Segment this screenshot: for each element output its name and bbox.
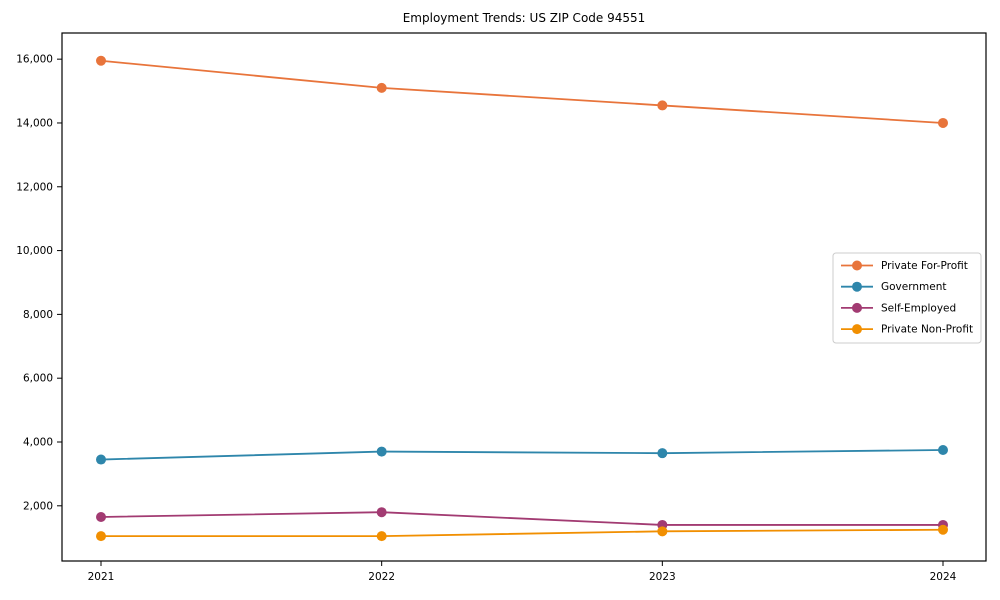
series-private-non-profit <box>96 524 948 542</box>
legend-item: Self-Employed <box>841 302 956 314</box>
plot-area: 2,000 4,000 6,000 8,000 10,000 12,000 14,000 16… <box>16 32 987 583</box>
x-tick-label: 2024 <box>930 571 957 583</box>
legend-item: Private Non-Profit <box>841 324 973 336</box>
data-point-marker <box>376 507 387 518</box>
series-private-for-profit <box>96 55 948 128</box>
legend-label: Self-Employed <box>881 302 956 314</box>
data-point-marker <box>96 511 106 522</box>
chart-title: Employment Trends: US ZIP Code 94551 <box>403 11 646 25</box>
legend: Private For-Profit Government Self-Employe… <box>832 252 982 344</box>
legend-swatch-marker <box>852 281 862 292</box>
data-point-marker <box>938 524 948 535</box>
data-point-marker <box>376 531 387 542</box>
y-tick-label: 12,000 <box>16 181 53 193</box>
y-tick-label: 4,000 <box>23 437 53 449</box>
x-tick-label: 2022 <box>368 571 395 583</box>
legend-label: Private For-Profit <box>881 260 968 272</box>
data-point-marker <box>376 82 387 93</box>
series-line <box>100 528 944 538</box>
y-tick-label: 2,000 <box>23 500 53 512</box>
data-point-marker <box>376 446 387 457</box>
legend-swatch-marker <box>852 302 862 313</box>
series-line <box>100 449 944 461</box>
data-point-marker <box>96 531 106 542</box>
x-tick-label: 2023 <box>649 571 676 583</box>
legend-label: Government <box>881 281 946 293</box>
y-tick-label: 8,000 <box>23 309 53 321</box>
legend-swatch-marker <box>852 324 862 335</box>
data-point-marker <box>657 448 668 459</box>
legend-item: Private For-Profit <box>841 260 968 272</box>
legend-label: Private Non-Profit <box>881 324 973 336</box>
data-point-marker <box>96 454 106 465</box>
data-point-marker <box>938 444 948 455</box>
legend-swatch-marker <box>852 260 862 271</box>
series-line <box>100 59 944 124</box>
data-point-marker <box>657 526 668 537</box>
y-tick-label: 10,000 <box>16 245 53 257</box>
data-point-marker <box>96 55 106 66</box>
series-line <box>100 511 944 526</box>
series-government <box>96 444 948 465</box>
y-tick-label: 14,000 <box>16 117 53 129</box>
y-tick-label: 16,000 <box>16 54 53 66</box>
legend-box <box>832 252 982 344</box>
series-self-employed <box>96 507 948 530</box>
legend-item: Government <box>841 281 946 293</box>
data-point-marker <box>938 117 948 128</box>
data-point-marker <box>657 100 668 111</box>
x-tick-label: 2021 <box>88 571 115 583</box>
plot-border <box>61 32 987 562</box>
y-tick-label: 6,000 <box>23 373 53 385</box>
